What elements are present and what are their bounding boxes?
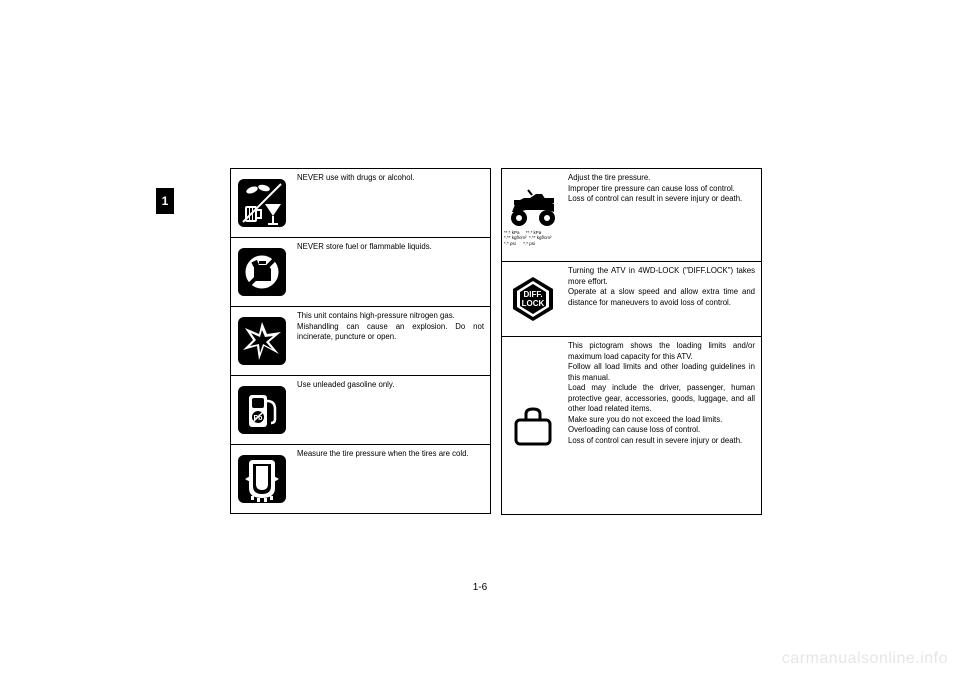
content-area: NEVER use with drugs or alcohol. NEVER s… (230, 168, 762, 514)
left-column: NEVER use with drugs or alcohol. NEVER s… (230, 168, 491, 514)
explosion-icon (231, 307, 293, 375)
warning-cell: Pb Use unleaded gasoline only. (230, 375, 491, 445)
no-fuel-store-icon (231, 238, 293, 306)
pressure-values-label: **.* kPa **.* kPa *.** kgf/cm² *.** kgf/… (504, 230, 562, 246)
right-column: **.* kPa **.* kPa *.** kgf/cm² *.** kgf/… (501, 168, 762, 514)
warning-cell: **.* kPa **.* kPa *.** kgf/cm² *.** kgf/… (501, 168, 762, 262)
page-number: 1-6 (0, 582, 960, 593)
drugs-alcohol-icon (231, 169, 293, 237)
section-tab: 1 (156, 188, 174, 214)
warning-text: Adjust the tire pressure. Improper tire … (564, 169, 761, 261)
load-limit-icon (502, 337, 564, 514)
warning-text: This unit contains high-pressure nitroge… (293, 307, 490, 375)
warning-cell: This unit contains high-pressure nitroge… (230, 306, 491, 376)
warning-text: NEVER use with drugs or alcohol. (293, 169, 490, 237)
warning-cell: This pictogram shows the loading limits … (501, 336, 762, 515)
warning-text: This pictogram shows the loading limits … (564, 337, 761, 514)
diff-lock-icon: DIFF. LOCK (502, 262, 564, 336)
warning-text: Measure the tire pressure when the tires… (293, 445, 490, 513)
warning-cell: Measure the tire pressure when the tires… (230, 444, 491, 514)
warning-text: Turning the ATV in 4WD-LOCK ("DIFF.LOCK"… (564, 262, 761, 336)
atv-tire-pressure-icon: **.* kPa **.* kPa *.** kgf/cm² *.** kgf/… (502, 169, 564, 261)
watermark-text: carmanualsonline.info (782, 650, 948, 668)
warning-cell: NEVER use with drugs or alcohol. (230, 168, 491, 238)
tire-pressure-cold-icon (231, 445, 293, 513)
svg-text:LOCK: LOCK (522, 299, 545, 308)
warning-text: Use unleaded gasoline only. (293, 376, 490, 444)
unleaded-fuel-icon: Pb (231, 376, 293, 444)
warning-cell: NEVER store fuel or flammable liquids. (230, 237, 491, 307)
warning-cell: DIFF. LOCK Turning the ATV in 4WD-LOCK (… (501, 261, 762, 337)
svg-text:DIFF.: DIFF. (523, 290, 542, 299)
warning-text: NEVER store fuel or flammable liquids. (293, 238, 490, 306)
